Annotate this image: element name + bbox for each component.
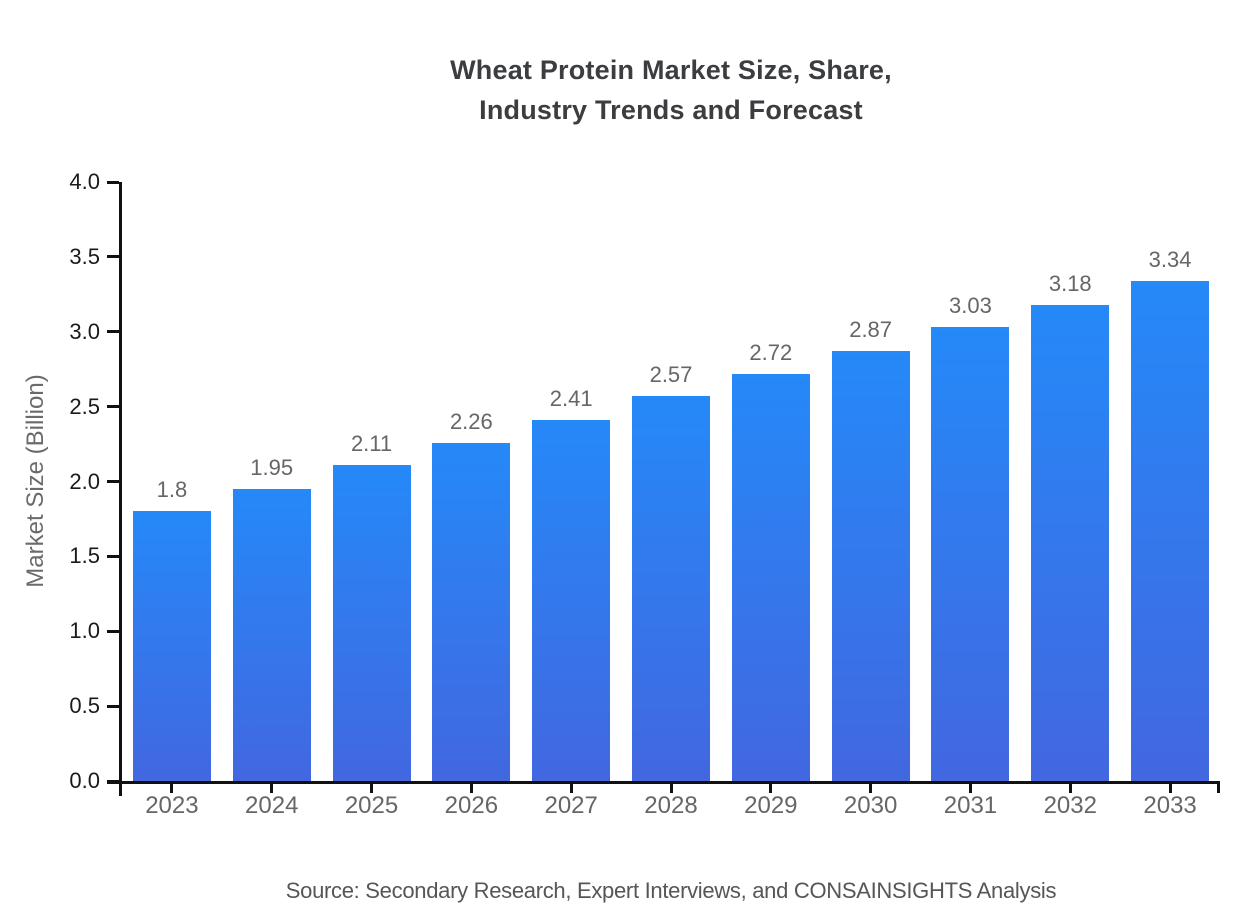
chart-title: Wheat Protein Market Size, Share, Indust… bbox=[122, 50, 1220, 130]
y-axis-line bbox=[119, 182, 122, 796]
x-tick-label: 2031 bbox=[943, 792, 998, 819]
y-tick-label: 0.0 bbox=[69, 768, 100, 793]
x-tick-label: 2025 bbox=[344, 792, 399, 819]
bar-2029 bbox=[731, 373, 810, 781]
y-tick bbox=[107, 405, 119, 409]
x-tick-label: 2028 bbox=[644, 792, 698, 819]
bar-2023 bbox=[132, 511, 211, 781]
y-tick-label: 0.5 bbox=[69, 693, 100, 719]
bar-2025 bbox=[332, 465, 411, 781]
bar-2027 bbox=[532, 420, 611, 781]
bar-2028 bbox=[632, 396, 710, 781]
bar-value-label: 2.11 bbox=[350, 431, 393, 457]
y-tick-label: 3.0 bbox=[69, 318, 100, 344]
x-tick bbox=[669, 781, 673, 793]
bar-value-label: 3.34 bbox=[1148, 246, 1192, 272]
x-tick bbox=[869, 781, 873, 793]
y-tick bbox=[107, 704, 119, 708]
bar-value-label: 3.03 bbox=[949, 293, 992, 319]
bar-2026 bbox=[432, 442, 511, 781]
y-tick bbox=[107, 480, 119, 483]
bar-value-label: 2.41 bbox=[549, 386, 593, 412]
y-tick bbox=[107, 779, 119, 783]
x-tick bbox=[968, 781, 972, 793]
y-tick bbox=[107, 554, 119, 558]
bar-value-label: 1.95 bbox=[250, 454, 294, 480]
x-tick bbox=[270, 781, 274, 793]
y-tick bbox=[107, 255, 119, 259]
x-axis-line bbox=[107, 781, 1220, 784]
bar-value-label: 1.8 bbox=[156, 477, 188, 503]
x-tick bbox=[1168, 781, 1172, 793]
x-tick-label: 2024 bbox=[245, 792, 299, 819]
y-tick-label: 1.0 bbox=[69, 618, 100, 644]
plot-area: 0.0 0.5 1.0 1.5 2.0 2.5 3.0 3.5 4.0 1.8 2023 1.95 20… bbox=[69, 169, 1220, 819]
y-tick bbox=[107, 629, 119, 633]
y-tick-label: 1.5 bbox=[69, 543, 100, 569]
y-tick bbox=[107, 180, 119, 184]
bar-2031 bbox=[931, 327, 1010, 781]
x-tick-label: 2033 bbox=[1143, 792, 1197, 819]
bar-2033 bbox=[1131, 280, 1210, 781]
y-tick-label: 2.0 bbox=[69, 468, 100, 494]
x-tick bbox=[370, 781, 374, 793]
source-note: Source: Secondary Research, Expert Inter… bbox=[285, 878, 1057, 903]
x-tick-label: 2029 bbox=[744, 792, 798, 819]
x-tick-label: 2032 bbox=[1043, 792, 1097, 819]
x-tick bbox=[1068, 781, 1072, 793]
x-tick-label: 2030 bbox=[843, 792, 898, 819]
x-tick bbox=[569, 781, 573, 793]
bar-value-label: 2.72 bbox=[749, 339, 793, 365]
y-tick-label: 3.5 bbox=[69, 243, 100, 269]
y-tick-label: 2.5 bbox=[69, 393, 100, 419]
x-tick bbox=[170, 781, 174, 793]
bar-value-label: 3.18 bbox=[1048, 270, 1092, 296]
bar-2024 bbox=[232, 489, 311, 781]
bar-value-label: 2.87 bbox=[849, 317, 893, 343]
y-tick bbox=[107, 330, 119, 334]
bar-value-label: 2.57 bbox=[649, 362, 693, 388]
x-tick-label: 2027 bbox=[544, 792, 598, 819]
bar-value-label: 2.26 bbox=[449, 408, 493, 434]
x-tick-label: 2026 bbox=[444, 792, 499, 819]
bar-2032 bbox=[1031, 304, 1110, 781]
x-tick bbox=[469, 781, 473, 793]
x-tick-label: 2023 bbox=[145, 792, 199, 819]
chart-title-line-1: Wheat Protein Market Size, Share, bbox=[450, 55, 892, 85]
x-axis-end-tick bbox=[1217, 781, 1220, 793]
bar-2030 bbox=[831, 351, 910, 781]
chart-title-line-2: Industry Trends and Forecast bbox=[479, 95, 863, 125]
x-tick bbox=[769, 781, 773, 793]
y-tick-label: 4.0 bbox=[69, 169, 100, 194]
